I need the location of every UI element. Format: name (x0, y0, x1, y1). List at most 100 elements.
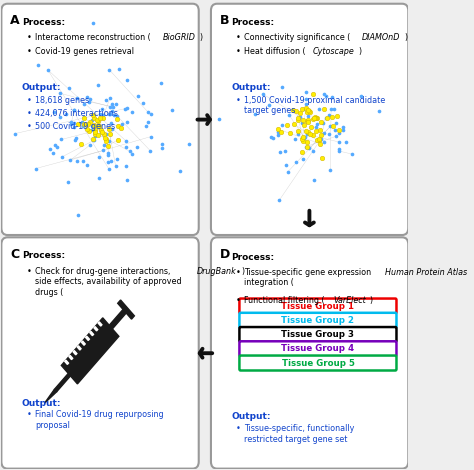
Point (315, 106, 323, 113)
Point (357, 92, 365, 100)
Point (274, 125, 282, 133)
Text: •: • (27, 109, 31, 118)
Point (118, 120, 126, 128)
Point (103, 138, 110, 145)
Text: BioGRID: BioGRID (163, 33, 196, 42)
Point (11, 130, 19, 137)
Text: •: • (27, 33, 31, 42)
Point (305, 108, 312, 115)
Point (134, 92, 142, 100)
Point (80, 121, 88, 128)
Point (284, 168, 292, 175)
Text: •: • (27, 96, 31, 105)
Point (320, 129, 328, 137)
Text: Output:: Output: (22, 399, 61, 407)
Point (332, 133, 339, 140)
Point (327, 166, 334, 173)
Point (303, 117, 311, 125)
Point (102, 96, 110, 103)
Point (87, 126, 94, 133)
Text: Final Covid-19 drug repurposing
proposal: Final Covid-19 drug repurposing proposal (35, 410, 164, 430)
Point (94, 117, 101, 125)
Point (313, 115, 321, 122)
Point (104, 142, 111, 149)
Point (84, 120, 92, 128)
Text: •: • (236, 96, 241, 105)
Point (116, 66, 123, 73)
Point (317, 119, 325, 126)
Text: •: • (236, 47, 241, 56)
Point (332, 119, 340, 126)
Point (312, 124, 319, 131)
Text: ): ) (199, 33, 202, 42)
Point (283, 121, 290, 129)
Point (106, 110, 114, 118)
Point (32, 165, 39, 172)
Point (328, 93, 335, 101)
Text: •: • (236, 33, 241, 42)
Point (177, 167, 184, 175)
Bar (118, 300, 135, 319)
Point (74, 212, 82, 219)
Text: Process:: Process: (22, 251, 65, 260)
Point (310, 176, 318, 184)
Point (144, 108, 151, 115)
Point (70, 124, 77, 131)
Point (128, 150, 136, 158)
Text: DIAMOnD: DIAMOnD (362, 33, 401, 42)
Point (275, 196, 283, 204)
Point (304, 112, 311, 120)
Point (96, 174, 103, 182)
Text: Tissue Group 1: Tissue Group 1 (282, 302, 355, 311)
Text: Covid-19 genes retrieval: Covid-19 genes retrieval (35, 47, 134, 56)
Point (313, 136, 320, 144)
Point (302, 143, 310, 150)
Point (95, 122, 102, 129)
Point (302, 127, 310, 135)
Point (139, 99, 146, 106)
Point (89, 136, 97, 143)
Point (299, 106, 306, 113)
Point (339, 127, 347, 134)
Text: Functional filtering (: Functional filtering ( (244, 296, 325, 305)
Point (145, 118, 152, 125)
Text: Check for drug-gene interactions,
side effects, availability of approved
drugs (: Check for drug-gene interactions, side e… (35, 267, 182, 297)
Point (310, 147, 317, 154)
Point (318, 131, 325, 138)
Point (105, 110, 112, 118)
Point (100, 142, 107, 149)
Point (277, 128, 284, 135)
Point (282, 161, 290, 169)
Point (333, 112, 341, 119)
Text: •: • (27, 267, 31, 276)
Text: VarElect: VarElect (334, 296, 366, 305)
Point (290, 106, 297, 114)
Point (215, 115, 223, 123)
Point (123, 118, 131, 126)
Point (295, 127, 302, 134)
Text: side effects, availability of approved: side effects, availability of approved (35, 267, 182, 276)
Point (62, 110, 70, 118)
Point (73, 94, 81, 102)
Point (108, 101, 116, 108)
Point (121, 105, 128, 113)
Point (56, 113, 64, 120)
Point (316, 127, 323, 134)
Point (297, 113, 304, 121)
Point (304, 106, 311, 113)
Point (100, 111, 107, 118)
Point (158, 145, 165, 152)
Text: Tissue Group 3: Tissue Group 3 (282, 330, 355, 339)
Point (83, 125, 91, 133)
Point (75, 121, 82, 128)
Point (104, 158, 111, 165)
Text: Tissue-specific, functionally
restricted target gene set: Tissue-specific, functionally restricted… (244, 424, 355, 444)
Point (323, 114, 331, 122)
Text: •: • (236, 424, 241, 433)
Point (123, 177, 131, 184)
Point (49, 149, 56, 157)
Point (311, 113, 319, 120)
Point (157, 79, 165, 87)
Point (78, 119, 86, 126)
Point (90, 115, 98, 122)
